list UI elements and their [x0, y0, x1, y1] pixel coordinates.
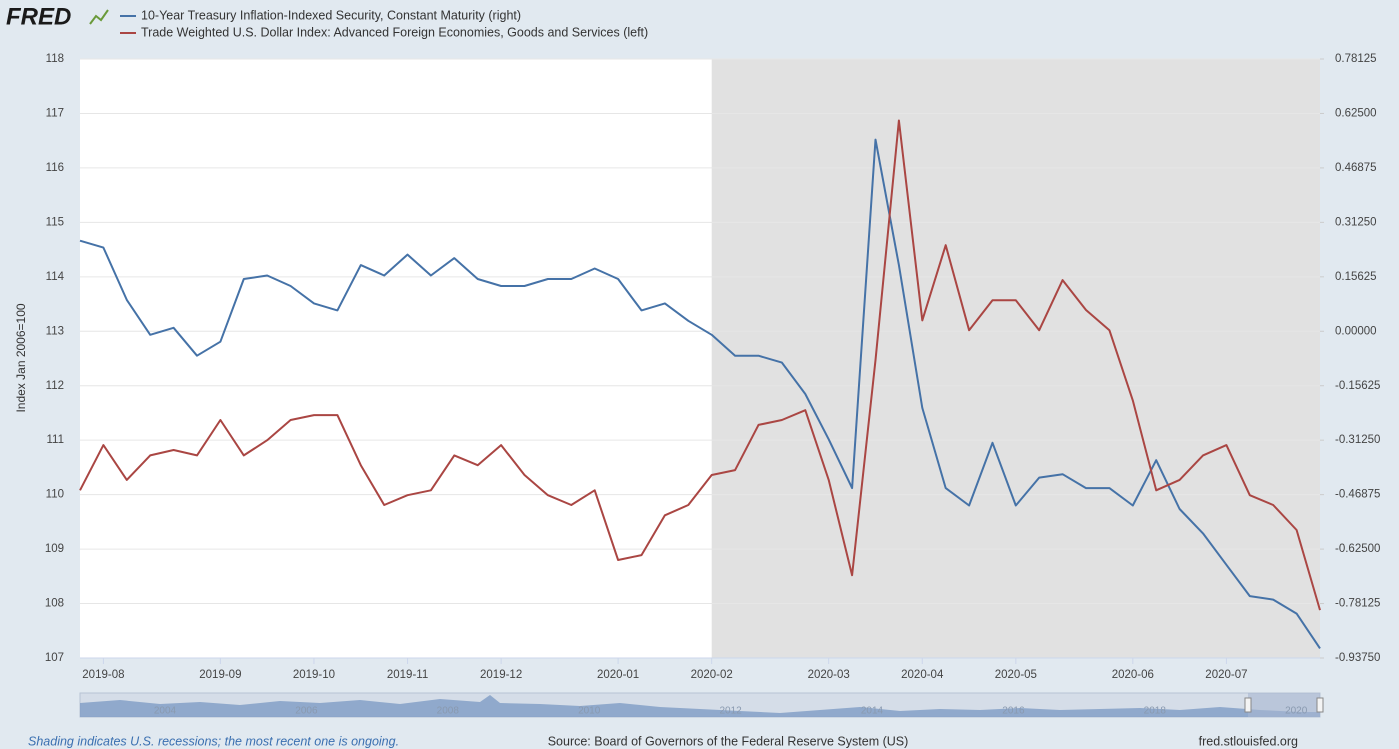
y-tick-label: 116 [46, 162, 64, 174]
navigator-label: 2016 [1002, 706, 1025, 717]
x-tick-label: 2019-09 [199, 669, 241, 681]
series-line [79, 138, 1321, 649]
logo-icon [89, 9, 109, 25]
y-tick-label: 113 [46, 325, 64, 337]
y2-tick-label: -0.93750 [1335, 652, 1380, 664]
logo[interactable]: FRED [6, 3, 71, 30]
y-tick-label: 111 [47, 434, 64, 446]
y-tick-label: 117 [46, 107, 64, 119]
y2-tick-label: -0.46875 [1335, 489, 1380, 501]
y-tick-label: 109 [45, 543, 64, 555]
navigator-handle[interactable] [1244, 697, 1252, 713]
x-tick-label: 2020-07 [1205, 669, 1247, 681]
navigator-handle[interactable] [1316, 697, 1324, 713]
x-tick-label: 2020-04 [901, 669, 944, 681]
site-url[interactable]: fred.stlouisfed.org [1199, 734, 1298, 748]
y-tick-label: 114 [46, 271, 65, 283]
x-tick-label: 2019-11 [387, 669, 428, 681]
y-tick-label: 107 [45, 652, 64, 664]
navigator-label: 2008 [437, 706, 460, 717]
y2-tick-label: 0.46875 [1335, 162, 1377, 174]
y-axis-title: Index Jan 2006=100 [14, 303, 28, 412]
x-tick-label: 2020-06 [1112, 669, 1154, 681]
y2-tick-label: -0.78125 [1335, 598, 1380, 610]
y-tick-label: 118 [46, 53, 64, 65]
series-line [79, 119, 1321, 611]
navigator-label: 2006 [295, 706, 318, 717]
navigator-label: 2004 [154, 706, 177, 717]
source: Source: Board of Governors of the Federa… [548, 734, 909, 748]
navigator-label: 2012 [719, 706, 742, 717]
y2-tick-label: -0.15625 [1335, 380, 1380, 392]
x-tick-label: 2019-12 [480, 669, 522, 681]
x-tick-label: 2020-03 [808, 669, 850, 681]
y2-tick-label: 0.62500 [1335, 107, 1377, 119]
navigator-label: 2010 [578, 706, 601, 717]
navigator-window[interactable] [1248, 693, 1320, 717]
y2-tick-label: -0.31250 [1335, 434, 1380, 446]
y-tick-label: 108 [45, 598, 64, 610]
y2-tick-label: 0.00000 [1335, 325, 1377, 337]
navigator-label: 2018 [1144, 706, 1167, 717]
y-tick-label: 115 [46, 216, 64, 228]
navigator-series [80, 695, 1320, 717]
legend-label: Trade Weighted U.S. Dollar Index: Advanc… [141, 25, 648, 39]
legend-label: 10-Year Treasury Inflation-Indexed Secur… [141, 8, 521, 22]
y2-tick-label: 0.78125 [1335, 53, 1377, 65]
x-tick-label: 2020-05 [995, 669, 1037, 681]
recession-note: Shading indicates U.S. recessions; the m… [28, 734, 399, 748]
x-tick-label: 2019-08 [82, 669, 124, 681]
x-tick-label: 2019-10 [293, 669, 335, 681]
y-tick-label: 112 [46, 380, 64, 392]
recession-shading [711, 59, 1320, 658]
y2-tick-label: 0.31250 [1335, 216, 1377, 228]
navigator-label: 2020 [1285, 706, 1308, 717]
y2-tick-label: -0.62500 [1335, 543, 1380, 555]
y-tick-label: 110 [46, 489, 64, 501]
y2-tick-label: 0.15625 [1335, 271, 1377, 283]
x-tick-label: 2020-02 [691, 669, 733, 681]
navigator-label: 2014 [861, 706, 884, 717]
x-tick-label: 2020-01 [597, 669, 639, 681]
